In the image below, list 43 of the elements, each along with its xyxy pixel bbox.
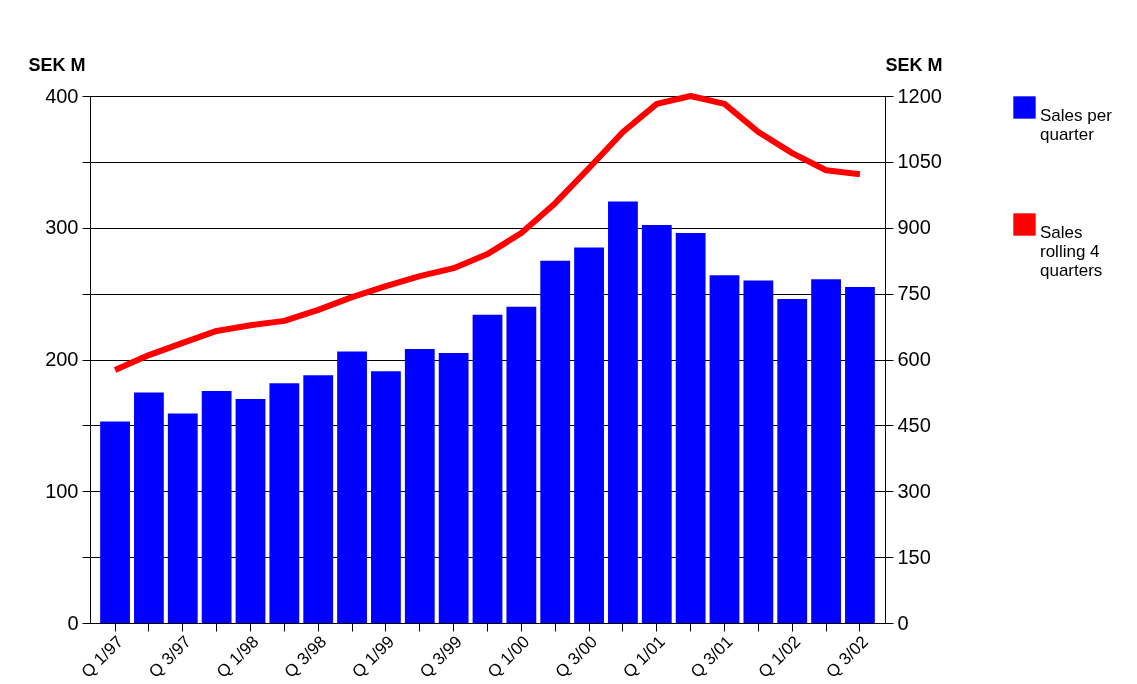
y2-tick-label: 1050: [897, 150, 942, 173]
x-tick-label: Q 1/01: [619, 632, 669, 682]
bar: [743, 280, 774, 623]
y2-tick-label: 750: [897, 282, 931, 305]
bar: [269, 383, 300, 623]
bar: [845, 287, 875, 623]
y-axis-title: SEK M: [28, 54, 86, 75]
y2-tick-label: 600: [897, 348, 931, 370]
bar: [709, 275, 740, 623]
bar: [472, 314, 503, 623]
y-tick-label: 0: [67, 611, 79, 634]
bar: [235, 399, 266, 623]
bar: [811, 279, 841, 623]
bar: [404, 348, 435, 623]
x-tick-label: Q 3/01: [687, 632, 737, 682]
y2-tick-label: 1200: [897, 84, 942, 107]
bar: [540, 260, 571, 623]
bar: [167, 413, 198, 623]
bar: [777, 298, 808, 623]
bar: [134, 392, 164, 623]
bar: [641, 225, 672, 623]
bar: [506, 306, 537, 623]
bar: [371, 371, 401, 623]
bar: [675, 233, 706, 623]
bar: [201, 391, 232, 623]
y-tick-label: 400: [45, 84, 79, 107]
bar: [100, 421, 130, 623]
legend-label: Sales per quarter: [1040, 105, 1113, 144]
y-tick-label: 200: [45, 348, 79, 370]
bar: [608, 201, 638, 623]
y2-tick-label: 450: [897, 413, 931, 436]
legend-label: Sales rolling 4 quarters: [1040, 222, 1103, 280]
y2-axis-title: SEK M: [885, 54, 943, 75]
y-tick-label: 100: [45, 479, 79, 502]
y2-tick-label: 0: [897, 611, 909, 634]
y-tick-label: 300: [45, 216, 79, 239]
y2-tick-label: 150: [897, 545, 931, 568]
bar: [438, 352, 469, 623]
bar: [337, 351, 367, 623]
y2-tick-label: 900: [897, 216, 931, 239]
bar: [303, 375, 334, 623]
y2-tick-label: 300: [897, 479, 931, 502]
bar: [574, 247, 604, 623]
